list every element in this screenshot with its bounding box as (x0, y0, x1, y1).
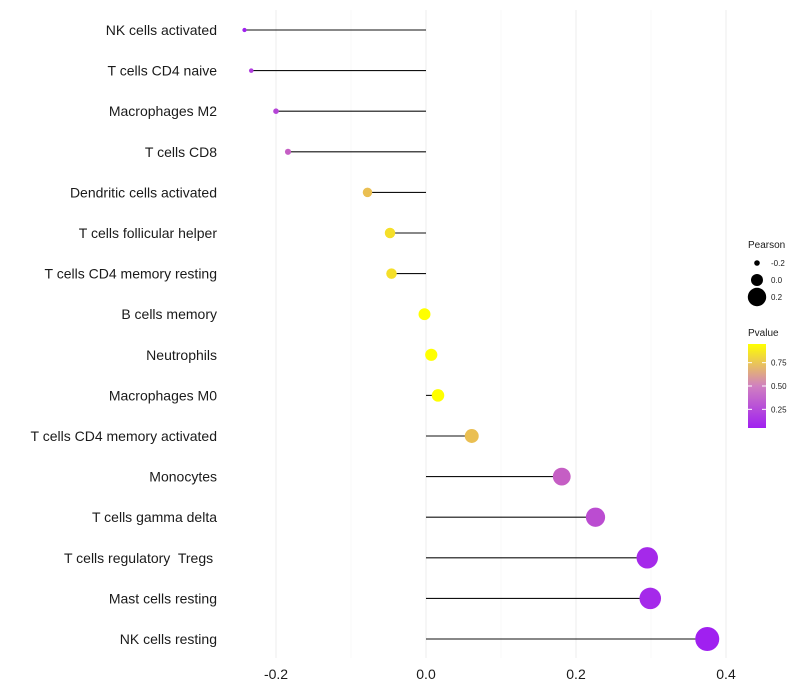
color-legend-title: Pvalue (748, 328, 779, 339)
size-legend-label: 0.2 (771, 293, 783, 302)
lollipop-dot (418, 308, 431, 321)
category-label: Dendritic cells activated (70, 184, 217, 200)
category-label: B cells memory (121, 306, 217, 322)
stems (244, 29, 708, 640)
category-label: Monocytes (149, 469, 217, 485)
category-label: NK cells activated (106, 22, 217, 38)
category-label: T cells CD4 memory activated (31, 428, 217, 444)
lollipop-dot (242, 27, 247, 33)
x-tick-label: 0.4 (716, 666, 736, 682)
category-label: Macrophages M2 (109, 103, 217, 119)
color-legend-label: 0.75 (771, 359, 787, 368)
lollipop-dot (636, 547, 658, 569)
category-label: T cells CD4 memory resting (45, 266, 217, 282)
color-legend-bar (748, 344, 766, 428)
color-legend-label: 0.25 (771, 405, 787, 414)
category-label: NK cells resting (120, 631, 217, 647)
size-legend-label: -0.2 (771, 259, 785, 268)
grid-lines (275, 10, 727, 658)
category-label: Neutrophils (146, 347, 217, 363)
lollipop-dot (639, 587, 662, 610)
lollipop-dot (431, 389, 445, 402)
dots (242, 27, 720, 651)
size-legend-dot (754, 260, 760, 266)
lollipop-dot (284, 148, 292, 155)
category-label: Mast cells resting (109, 590, 217, 606)
category-label: T cells gamma delta (92, 509, 217, 525)
legend: Pearson -0.2 0.0 0.2 Pvalue 0.75 0.50 0.25 (747, 240, 787, 428)
lollipop-dot (384, 227, 396, 239)
category-label: Macrophages M0 (109, 387, 217, 403)
category-label: T cells CD8 (145, 144, 217, 160)
lollipop-dot (464, 429, 479, 443)
lollipop-dot (425, 348, 438, 361)
category-label: T cells follicular helper (79, 225, 218, 241)
x-tick-label: -0.2 (264, 666, 288, 682)
lollipop-dot (362, 187, 373, 198)
lollipop-dot (273, 108, 279, 114)
x-tick-labels: -0.2 0.0 0.2 0.4 (264, 666, 736, 682)
lollipop-dot (248, 68, 254, 73)
size-legend-label: 0.0 (771, 276, 783, 285)
color-legend-label: 0.50 (771, 382, 787, 391)
x-tick-label: 0.2 (566, 666, 586, 682)
size-legend-dot (751, 274, 763, 286)
category-labels: NK cells activated T cells CD4 naive Macro… (31, 22, 218, 647)
lollipop-dot (552, 467, 571, 486)
lollipop-dot (386, 268, 397, 279)
lollipop-dot (695, 627, 720, 651)
x-tick-label: 0.0 (416, 666, 436, 682)
category-label: T cells regulatory Tregs (64, 550, 217, 566)
size-legend-dot (747, 287, 767, 307)
size-legend-title: Pearson (748, 240, 785, 251)
category-label: T cells CD4 naive (108, 63, 218, 79)
lollipop-dot (585, 507, 606, 527)
